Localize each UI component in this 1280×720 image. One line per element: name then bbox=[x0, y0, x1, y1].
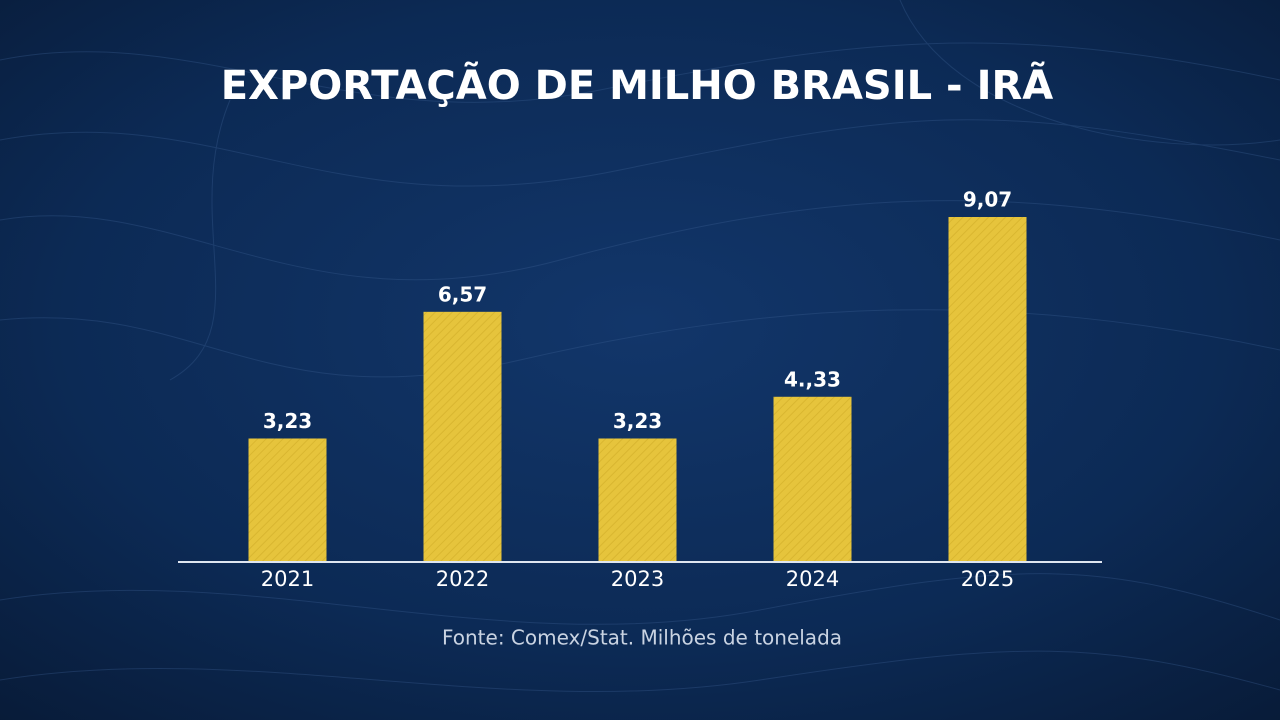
bar bbox=[773, 396, 852, 561]
x-tick-label: 2023 bbox=[611, 567, 664, 591]
x-tick-label: 2025 bbox=[961, 567, 1014, 591]
value-label: 6,57 bbox=[438, 282, 487, 306]
source-note: Fonte: Comex/Stat. Milhões de tonelada bbox=[442, 626, 842, 650]
value-label: 3,23 bbox=[613, 409, 662, 433]
value-label: 4.,33 bbox=[784, 367, 841, 391]
x-tick-label: 2021 bbox=[261, 567, 314, 591]
bar bbox=[248, 438, 327, 561]
x-tick-label: 2024 bbox=[786, 567, 839, 591]
bar bbox=[423, 311, 502, 561]
chart-title: EXPORTAÇÃO DE MILHO BRASIL - IRÃ bbox=[221, 60, 1053, 109]
bar bbox=[598, 438, 677, 561]
bar bbox=[948, 217, 1027, 561]
value-label: 3,23 bbox=[263, 409, 312, 433]
x-tick-label: 2022 bbox=[436, 567, 489, 591]
value-label: 9,07 bbox=[963, 188, 1012, 212]
wave-decoration bbox=[0, 0, 1280, 693]
